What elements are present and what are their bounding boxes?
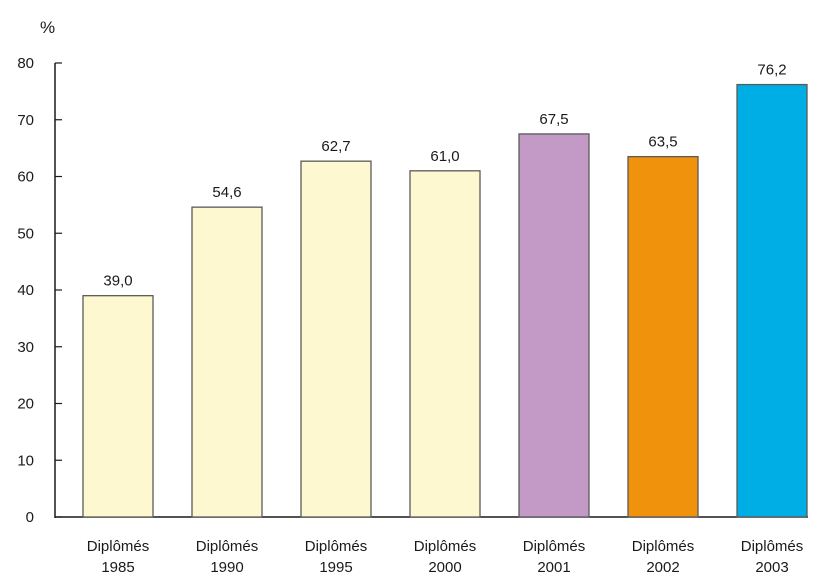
x-category-label: Diplômés <box>414 538 477 555</box>
bars <box>82 83 808 518</box>
labels: 39,0 Diplômés 1985 54,6 Diplômés 1990 62,7 Dipl… <box>87 62 804 576</box>
x-category-label: Diplômés <box>741 538 804 555</box>
y-tick-label: 20 <box>17 396 34 413</box>
bar <box>300 160 372 518</box>
x-category-label: Diplômés <box>305 538 368 555</box>
x-category-label: Diplômés <box>196 538 259 555</box>
bar-value-label: 76,2 <box>757 62 786 79</box>
bar-value-label: 39,0 <box>103 273 132 290</box>
y-tick-label: 70 <box>17 112 34 129</box>
bar-value-label: 63,5 <box>648 134 677 151</box>
axes: 0 10 20 30 40 50 60 70 80 <box>17 55 808 526</box>
x-category-label: Diplômés <box>523 538 586 555</box>
x-category-label: 2002 <box>646 559 679 575</box>
bar-value-label: 61,0 <box>430 148 459 165</box>
y-unit-label: % <box>40 18 55 37</box>
y-tick-label: 30 <box>17 339 34 356</box>
bar <box>82 295 154 518</box>
bar <box>409 170 481 518</box>
bar <box>736 83 808 518</box>
bar-value-label: 54,6 <box>212 184 241 201</box>
y-tick-label: 10 <box>17 452 34 469</box>
y-tick-label: 80 <box>17 55 34 72</box>
x-category-label: 1995 <box>319 559 352 575</box>
x-category-label: 2000 <box>428 559 461 575</box>
y-tick-label: 40 <box>17 282 34 299</box>
bar <box>627 155 699 518</box>
x-category-label: 2003 <box>755 559 788 575</box>
x-category-label: 1990 <box>210 559 243 575</box>
x-category-label: Diplômés <box>87 538 150 555</box>
x-category-label: 2001 <box>537 559 570 575</box>
bar <box>518 133 590 518</box>
y-tick-label: 60 <box>17 169 34 186</box>
bar-value-label: 67,5 <box>539 111 568 128</box>
bar-value-label: 62,7 <box>321 138 350 155</box>
x-category-label: 1985 <box>101 559 134 575</box>
x-category-label: Diplômés <box>632 538 695 555</box>
bar <box>191 206 263 518</box>
y-tick-label: 50 <box>17 225 34 242</box>
y-tick-label: 0 <box>26 509 34 526</box>
